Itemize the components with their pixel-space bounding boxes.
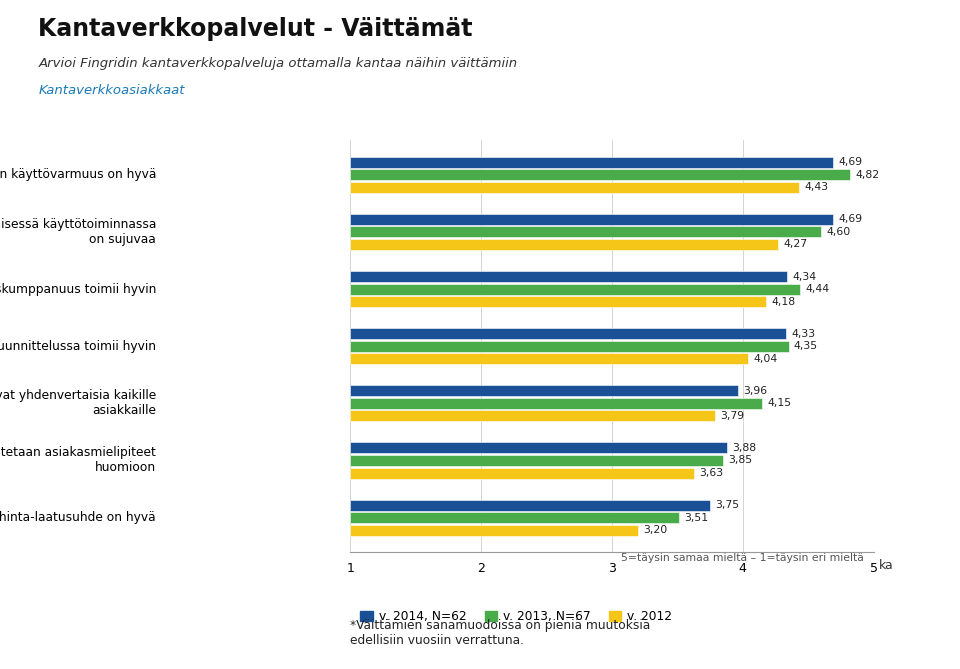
Bar	[350, 512, 679, 523]
Text: ka: ka	[878, 559, 893, 571]
Bar	[350, 500, 710, 510]
Text: 4,04: 4,04	[754, 354, 778, 364]
Text: Kantaverkkoasiakkaat: Kantaverkkoasiakkaat	[38, 84, 185, 96]
Text: 4,60: 4,60	[827, 227, 851, 237]
Text: 4,69: 4,69	[838, 157, 862, 167]
Bar	[350, 182, 799, 193]
Text: 3,96: 3,96	[743, 386, 767, 396]
Bar	[350, 442, 727, 454]
Text: 4,44: 4,44	[805, 284, 829, 294]
Bar	[350, 284, 801, 294]
Text: 4,82: 4,82	[855, 170, 879, 180]
Text: 3,85: 3,85	[729, 456, 753, 466]
Text: 4,33: 4,33	[791, 328, 815, 339]
Text: 4,27: 4,27	[783, 240, 807, 250]
Text: 3,75: 3,75	[715, 500, 739, 510]
Text: *Väittämien sanamuodoissa on pieniä muutoksia
edellisiin vuosiin verrattuna.: *Väittämien sanamuodoissa on pieniä muut…	[350, 619, 651, 647]
Text: 4,15: 4,15	[768, 398, 792, 408]
Bar	[350, 455, 723, 466]
Text: 3,20: 3,20	[643, 525, 667, 535]
Bar	[350, 239, 779, 250]
Bar	[350, 398, 762, 409]
Bar	[350, 214, 833, 225]
Text: 5=täysin samaa mieltä – 1=täysin eri mieltä: 5=täysin samaa mieltä – 1=täysin eri mie…	[621, 553, 864, 563]
Bar	[350, 410, 715, 421]
Bar	[350, 353, 748, 364]
Bar	[350, 226, 821, 237]
Bar	[350, 296, 766, 307]
Text: 4,34: 4,34	[793, 272, 817, 282]
Text: 3,63: 3,63	[700, 468, 724, 478]
Bar	[350, 328, 786, 339]
Text: 3,79: 3,79	[721, 411, 745, 421]
Bar	[350, 169, 850, 180]
Text: 4,43: 4,43	[804, 182, 828, 192]
Text: 4,18: 4,18	[772, 296, 796, 306]
Text: 3,88: 3,88	[732, 443, 756, 453]
Text: 4,69: 4,69	[838, 214, 862, 224]
Bar	[350, 157, 833, 168]
Bar	[350, 524, 638, 536]
Text: 4,35: 4,35	[794, 341, 818, 351]
Text: Arvioi Fingridin kantaverkkopalveluja ottamalla kantaa näihin väittämiin: Arvioi Fingridin kantaverkkopalveluja ot…	[38, 57, 517, 70]
Text: 3,51: 3,51	[684, 512, 708, 522]
Bar	[350, 468, 694, 478]
Legend: v. 2014, N=62, v. 2013, N=67, v. 2012: v. 2014, N=62, v. 2013, N=67, v. 2012	[355, 605, 677, 628]
Bar	[350, 385, 737, 396]
Text: Kantaverkkopalvelut - Väittämät: Kantaverkkopalvelut - Väittämät	[38, 17, 473, 41]
Bar	[350, 271, 787, 282]
Bar	[350, 341, 788, 352]
